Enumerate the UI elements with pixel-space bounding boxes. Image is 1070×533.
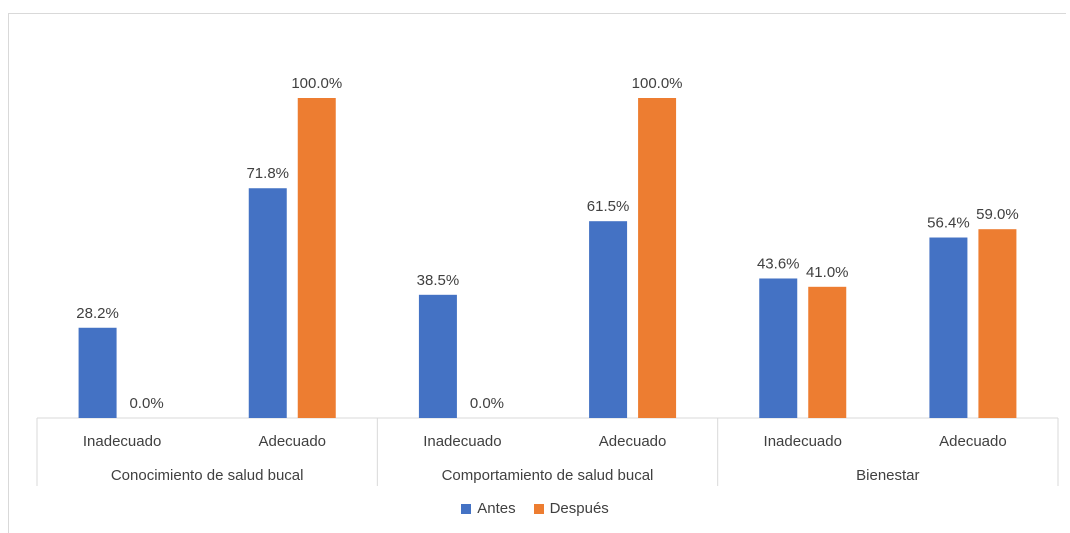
data-label: 59.0% <box>976 206 1019 223</box>
legend-label-antes: Antes <box>477 500 516 517</box>
data-label: 28.2% <box>76 305 119 322</box>
category-label: Adecuado <box>599 433 667 450</box>
legend-item-despues: Después <box>533 500 609 517</box>
bar-antes-0 <box>78 327 117 418</box>
category-label: Inadecuado <box>423 433 501 450</box>
legend-swatch-antes <box>461 503 472 514</box>
data-label: 43.6% <box>757 255 800 272</box>
data-label: 41.0% <box>806 264 849 281</box>
bar-despus-1 <box>297 98 336 418</box>
bar-despus-3 <box>638 98 677 418</box>
legend: Antes Después <box>0 500 1070 517</box>
category-label: Inadecuado <box>83 433 161 450</box>
category-label: Inadecuado <box>764 433 842 450</box>
data-label: 0.0% <box>470 395 504 412</box>
legend-item-antes: Antes <box>461 500 516 517</box>
bar-antes-3 <box>589 221 628 418</box>
group-label: Bienestar <box>856 467 919 484</box>
bar-antes-5 <box>929 237 968 418</box>
chart-frame <box>8 13 1066 533</box>
data-label: 56.4% <box>927 215 970 232</box>
data-label: 100.0% <box>632 75 683 92</box>
category-label: Adecuado <box>939 433 1007 450</box>
bar-antes-1 <box>248 188 287 418</box>
data-label: 61.5% <box>587 198 630 215</box>
data-label: 71.8% <box>246 165 289 182</box>
group-label: Conocimiento de salud bucal <box>111 467 304 484</box>
bar-antes-2 <box>418 294 457 418</box>
data-label: 100.0% <box>291 75 342 92</box>
legend-label-despues: Después <box>549 500 609 517</box>
bar-despus-5 <box>978 229 1017 418</box>
bar-despus-4 <box>808 286 847 418</box>
bar-antes-4 <box>759 278 798 418</box>
legend-swatch-despues <box>533 503 544 514</box>
group-label: Comportamiento de salud bucal <box>442 467 654 484</box>
data-label: 0.0% <box>129 395 163 412</box>
data-label: 38.5% <box>417 272 460 289</box>
category-label: Adecuado <box>258 433 326 450</box>
